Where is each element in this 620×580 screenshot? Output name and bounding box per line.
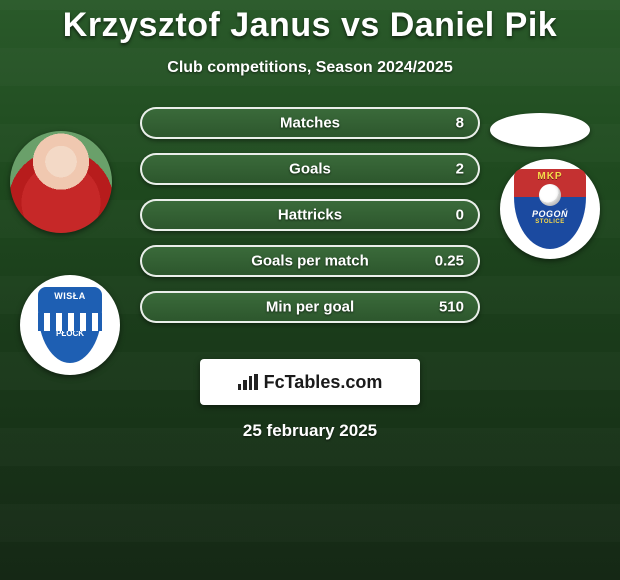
club-right-sub-text: STOLICE [535,219,564,225]
stat-label: Min per goal [266,299,354,316]
source-badge-text: FcTables.com [264,372,383,393]
stat-label: Matches [280,115,340,132]
stat-pill: Hattricks 0 [140,199,480,231]
club-right-top-text: MKP [537,171,562,182]
ball-icon [539,184,561,206]
player-right-placeholder [490,113,590,147]
bar-chart-icon [238,374,258,390]
stat-value: 2 [456,161,464,178]
comparison-date: 25 february 2025 [243,421,377,441]
stat-value: 8 [456,115,464,132]
stat-pill: Goals 2 [140,153,480,185]
page-title: Krzysztof Janus vs Daniel Pik [0,0,620,45]
stat-pill: Min per goal 510 [140,291,480,323]
stat-value: 510 [439,299,464,316]
stat-label: Goals per match [251,253,369,270]
club-right-crest: MKP POGOŃ STOLICE [500,159,600,259]
stat-value: 0 [456,207,464,224]
club-right-shield: MKP POGOŃ STOLICE [514,169,586,249]
stats-column: Matches 8 Goals 2 Hattricks 0 Goals per … [140,107,480,337]
club-left-crest: WISŁA PŁOCK [20,275,120,375]
club-left-name-1: WISŁA [54,291,86,301]
club-right-mid-text: POGOŃ [532,209,568,219]
page-subtitle: Club competitions, Season 2024/2025 [0,59,620,77]
stat-value: 0.25 [435,253,464,270]
stat-label: Goals [289,161,331,178]
stat-label: Hattricks [278,207,342,224]
stat-pill: Goals per match 0.25 [140,245,480,277]
player-left-photo [10,131,112,233]
source-badge: FcTables.com [200,359,420,405]
club-left-name-2: PŁOCK [56,329,84,338]
club-left-shield: WISŁA PŁOCK [38,287,102,363]
stat-pill: Matches 8 [140,107,480,139]
